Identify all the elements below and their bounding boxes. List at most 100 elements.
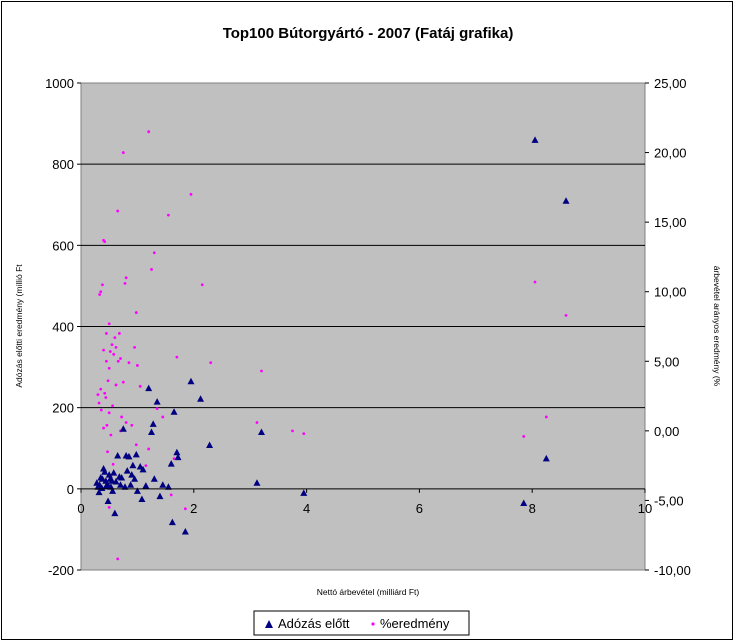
pretax-point	[132, 450, 140, 458]
pct-point	[124, 276, 128, 280]
pct-point	[110, 343, 114, 346]
pct-point	[189, 192, 193, 196]
legend-box	[253, 610, 470, 636]
pretax-point	[520, 499, 528, 507]
pretax-point	[133, 487, 141, 494]
pretax-point	[118, 473, 126, 481]
pct-point	[117, 332, 121, 335]
y2-tick-label: 0,00	[654, 424, 679, 439]
pct-point	[99, 290, 103, 294]
pretax-point	[106, 475, 114, 482]
pct-point	[200, 283, 204, 287]
pct-point	[260, 369, 263, 373]
x-axis-ticks: 0 2 4 6 8 10	[77, 488, 652, 516]
pct-point	[98, 293, 102, 296]
pct-point	[104, 359, 108, 363]
pretax-point	[98, 484, 106, 492]
pretax-point	[167, 460, 175, 467]
y2-axis-ticks: -10,00 -5,00 0,00 5,00 10,00 15,00 20,00 25,00	[645, 76, 691, 578]
chart-title: Top100 Bútorgyártó - 2007 (Fatáj grafika…	[223, 25, 514, 42]
legend-entry-pct: %eredmény	[380, 616, 450, 631]
pct-point	[105, 423, 109, 427]
pct-point	[111, 404, 114, 408]
pretax-point	[173, 448, 181, 456]
pct-point	[109, 433, 113, 437]
x-axis-label: Nettó árbevétel (milliárd Ft)	[317, 587, 420, 597]
pretax-point	[123, 467, 131, 474]
pct-point	[138, 384, 142, 388]
pretax-point	[125, 452, 133, 460]
pretax-point	[105, 471, 113, 478]
pct-point	[161, 415, 165, 419]
pct-point	[116, 209, 120, 213]
legend: Adózás előtt %eredmény	[253, 610, 470, 636]
pct-point	[144, 464, 148, 468]
pretax-point	[109, 487, 117, 494]
pretax-point	[112, 478, 120, 485]
pretax-point	[142, 482, 150, 489]
pretax-point	[159, 481, 167, 488]
pretax-point	[170, 408, 178, 415]
pct-point	[150, 268, 153, 271]
pct-point	[169, 493, 173, 497]
pct-point	[124, 421, 128, 424]
pretax-point	[531, 136, 539, 143]
y-tick-label: 1000	[45, 76, 74, 91]
pct-point	[134, 443, 138, 447]
pct-point	[175, 355, 179, 359]
y2-tick-label: 10,00	[654, 285, 687, 300]
pretax-point	[129, 461, 137, 469]
pct-point	[123, 281, 127, 285]
pct-point	[183, 507, 187, 511]
pct-point	[104, 332, 108, 335]
pretax-point	[114, 452, 122, 459]
y-tick-label: 800	[52, 157, 74, 172]
pretax-point	[93, 479, 101, 486]
pct-point	[111, 462, 115, 466]
pct-point	[147, 130, 151, 134]
y2-axis-label: árbevétel arányos eredmény (%	[712, 266, 722, 387]
x-tick-label: 8	[529, 501, 536, 516]
pretax-point	[174, 453, 182, 461]
pct-point	[119, 357, 122, 360]
pct-point	[255, 421, 259, 424]
pretax-point	[94, 483, 102, 490]
pct-point	[102, 426, 105, 430]
pretax-point	[206, 441, 214, 449]
legend-dot-icon	[371, 622, 375, 626]
pct-point	[564, 313, 568, 317]
y-axis-ticks: -200 0 200 400 600 800 1000	[45, 76, 81, 578]
pct-point	[291, 429, 294, 433]
y2-tick-label: -5,00	[654, 493, 684, 508]
pretax-point	[104, 497, 112, 505]
pretax-point	[156, 492, 164, 500]
pct-point	[134, 311, 138, 314]
pretax-point	[168, 518, 176, 526]
y-tick-label: -200	[48, 563, 74, 578]
pct-point	[114, 383, 118, 387]
pretax-point	[257, 428, 265, 436]
pct-point	[155, 407, 159, 410]
pretax-point	[148, 428, 155, 436]
pct-point	[133, 345, 136, 349]
pct-point	[108, 350, 112, 353]
pct-point	[107, 322, 111, 326]
y-tick-label: 0	[67, 482, 74, 497]
y-tick-label: 200	[52, 401, 74, 416]
pct-point	[102, 348, 105, 352]
pretax-point	[119, 425, 127, 432]
pretax-point	[181, 527, 189, 535]
gridlines	[81, 163, 645, 409]
pct-point	[113, 336, 117, 340]
pct-point	[107, 411, 111, 415]
pretax-point	[128, 471, 136, 478]
x-tick-label: 0	[77, 501, 84, 516]
pretax-point	[104, 480, 112, 487]
pct-point	[106, 379, 110, 383]
pct-point	[101, 283, 104, 287]
x-tick-label: 10	[638, 501, 652, 516]
pretax-point	[253, 479, 261, 486]
pretax-point	[150, 475, 158, 482]
pretax-point	[127, 481, 135, 488]
